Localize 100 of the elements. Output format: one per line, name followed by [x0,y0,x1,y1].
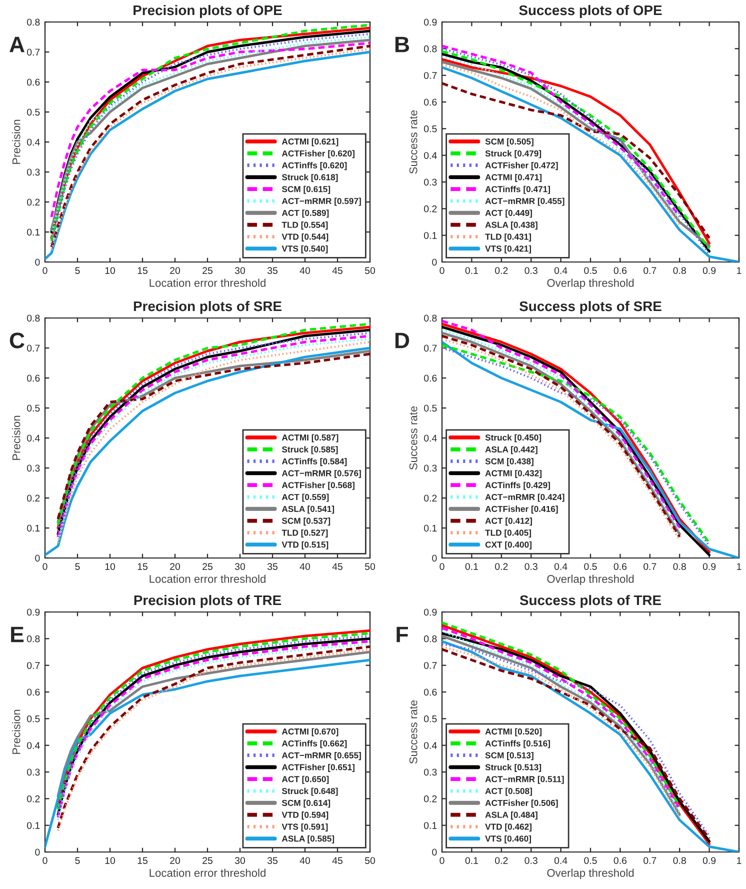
y-tick-label: 0.2 [27,198,40,206]
x-tick-label: 0.3 [524,857,538,864]
x-tick-label: 50 [364,857,376,864]
x-tick-label: 40 [300,267,310,274]
x-tick-label: 0.4 [554,267,568,274]
legend-label: ACTMI [0.432] [485,470,542,478]
legend-label: SCM [0.505] [485,138,534,146]
y-tick-label: 0.6 [27,688,40,696]
x-tick-label: 0.6 [614,267,627,274]
text: E [11,626,24,642]
y-tick-label: 0 [35,554,40,562]
legend-label: Struck [0.450] [485,434,542,442]
y-tick-label: 0.2 [27,795,40,802]
x-tick-label: 0 [440,267,444,274]
legend-label: ACTFisher [0.651] [282,764,354,772]
legend-label: TLD [0.431] [485,233,531,242]
x-tick-label: 30 [234,857,246,864]
x-tick-label: 0.3 [524,563,538,570]
chart-title: Success plots of TRE [520,594,661,608]
y-tick-label: 0.5 [424,125,437,132]
y-tick-label: 0.7 [424,662,437,669]
legend-label: ACTinffs [0.516] [485,740,550,748]
y-tick-label: 0.3 [424,464,437,472]
x-tick-label: 45 [332,563,342,570]
x-tick-label: 25 [202,857,212,864]
legend-label: ACTMI [0.520] [485,728,542,736]
legend-label: CXT [0.400] [485,541,532,550]
x-tick-label: 0.2 [495,857,508,864]
legend-label: SCM [0.614] [282,800,330,808]
legend-label: SCM [0.438] [485,458,534,466]
legend-label: ACTMI [0.471] [485,174,542,182]
x-tick-label: 0.7 [644,267,656,274]
legend-label: ACTMI [0.587] [282,434,338,442]
legend-label: ACT−mRMR [0.597] [282,198,361,206]
y-tick-label: 0.4 [424,742,437,749]
x-axis-title: Location error threshold [150,278,266,287]
legend-label: ACT−mRMR [0.655] [282,752,361,760]
x-tick-label: 40 [300,563,310,570]
legend-label: VTD [0.515] [282,541,328,550]
y-tick-label: 0.7 [424,72,437,79]
x-tick-label: 5 [75,267,80,274]
legend-label: ASLA [0.541] [282,506,334,514]
y-tick-label: 0 [432,848,437,856]
legend-label: ACT [0.559] [282,494,329,502]
legend-label: VTS [0.421] [485,245,531,254]
y-axis-title: Success rate [409,110,418,174]
legend-label: Struck [0.585] [282,446,338,454]
chart-title: Precision plots of TRE [134,594,282,608]
legend-label: VTS [0.591] [282,823,328,832]
text: A [10,36,24,52]
x-axis-title: Overlap threshold [547,868,634,880]
legend-label: ACTFisher [0.416] [485,506,558,514]
legend-label: Struck [0.479] [485,150,542,158]
x-tick-label: 0.1 [465,267,478,274]
y-tick-label: 0.2 [424,494,437,502]
x-axis-title: Overlap threshold [547,574,634,586]
text: B [395,36,410,52]
x-tick-label: 0.6 [614,857,627,864]
legend-label: TLD [0.554] [282,222,328,230]
y-tick-label: 0.4 [424,152,437,159]
x-tick-label: 50 [364,267,376,274]
x-tick-label: 5 [75,563,80,570]
x-tick-label: 10 [105,563,116,570]
x-tick-label: 0.3 [524,267,538,274]
y-tick-label: 0.3 [27,768,40,776]
legend-label: ACTinffs [0.429] [485,482,550,490]
legend-label: ASLA [0.484] [485,812,538,820]
y-tick-label: 0.8 [27,635,40,642]
legend-label: ACT [0.449] [485,210,532,218]
legend-label: Struck [0.648] [282,788,338,796]
legend-label: VTD [0.544] [282,233,328,242]
legend-label: VTD [0.594] [282,812,328,820]
x-tick-label: 50 [364,563,376,570]
legend-label: ACTMI [0.621] [282,138,338,146]
x-tick-label: 0.5 [584,267,597,274]
x-tick-label: 0.4 [554,857,568,864]
y-tick-label: 0 [35,258,40,266]
y-tick-label: 0.9 [424,18,437,26]
x-tick-label: 0.9 [702,857,716,864]
y-tick-label: 0.2 [27,494,40,502]
x-tick-label: 40 [300,857,310,864]
legend-label: ACTFisher [0.472] [485,162,558,170]
x-tick-label: 10 [105,267,116,274]
y-tick-label: 0.7 [27,344,40,352]
x-tick-label: 0.7 [644,563,656,570]
y-tick-label: 0.4 [27,138,40,146]
line-series [442,82,711,240]
text: D [395,332,410,348]
y-tick-label: 0.9 [27,608,40,616]
y-tick-label: 0.2 [424,205,437,212]
legend-label: ACTinffs [0.584] [282,458,347,466]
legend-label: VTD [0.462] [485,823,532,832]
x-tick-label: 5 [75,857,80,864]
y-tick-label: 0.6 [424,98,437,106]
y-tick-label: 0 [432,258,437,266]
y-tick-label: 0.8 [424,635,437,642]
y-tick-label: 0.5 [27,404,40,412]
legend-label: ACT [0.508] [485,788,532,796]
x-tick-label: 0.8 [673,563,686,570]
x-tick-label: 0.5 [584,857,597,864]
